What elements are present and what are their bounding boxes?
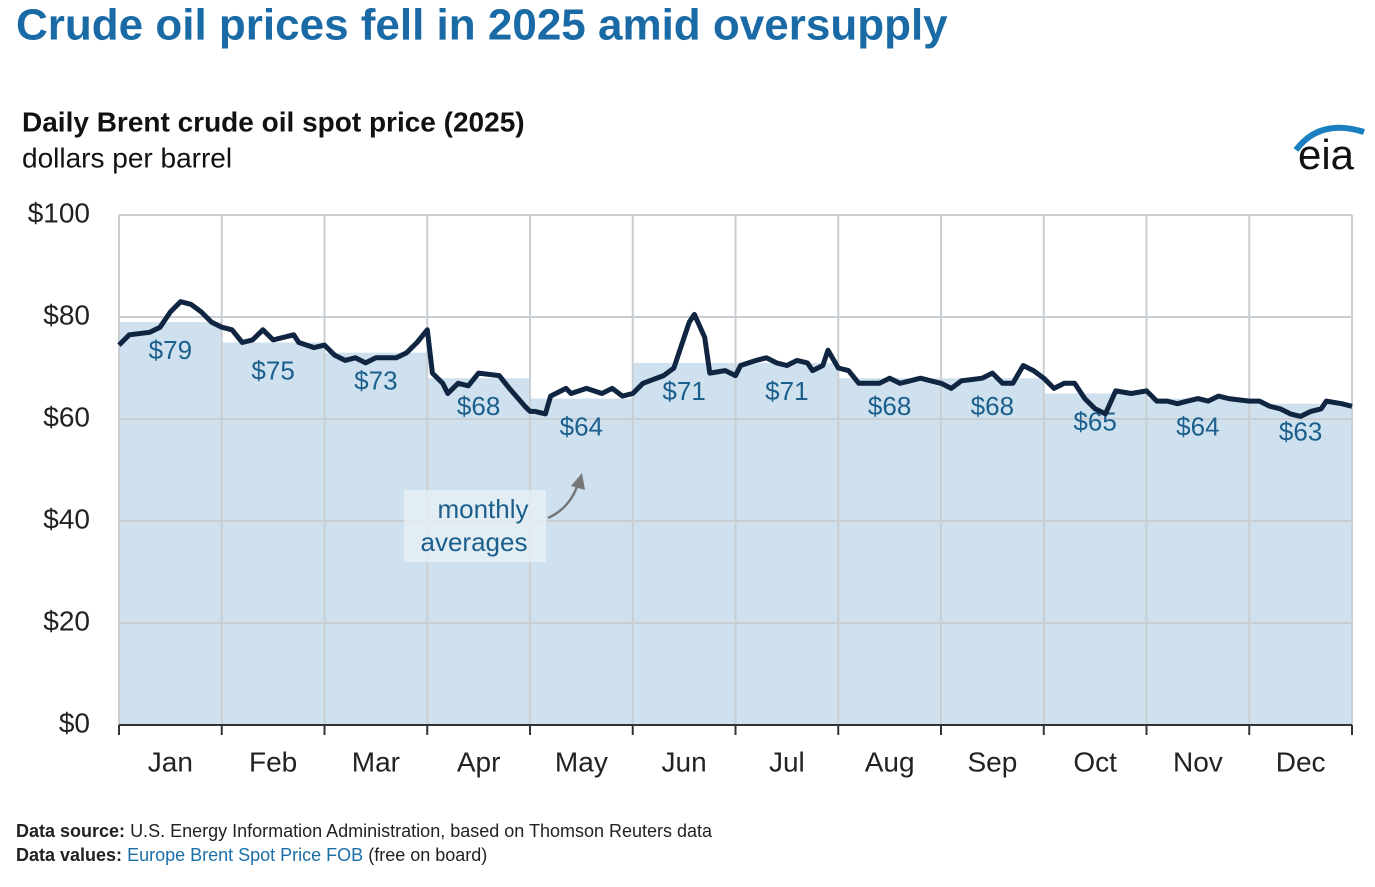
x-tick-label: Dec	[1276, 746, 1326, 777]
monthly-average	[735, 362, 839, 725]
value-label: $68	[457, 391, 500, 421]
annotation-arrowhead	[571, 473, 585, 490]
monthly-average	[530, 398, 633, 725]
footnote-source: Data source: U.S. Energy Information Adm…	[16, 821, 713, 841]
logo-swoosh	[1293, 124, 1365, 152]
footnote-text: U.S. Energy Information Administration, …	[130, 821, 713, 841]
value-label: $64	[560, 411, 603, 441]
y-tick-label: $0	[59, 707, 90, 738]
value-label: $75	[251, 355, 294, 385]
value-label: $63	[1279, 417, 1322, 447]
monthly-average	[1249, 403, 1352, 725]
y-axis-label: dollars per barrel	[22, 142, 232, 173]
chart-title: Crude oil prices fell in 2025 amid overs…	[16, 1, 948, 50]
monthly-average	[119, 322, 222, 725]
annotation-arrow	[547, 483, 580, 520]
value-label: $64	[1176, 411, 1219, 441]
annotation-box	[404, 490, 546, 562]
x-tick-label: Mar	[352, 746, 400, 777]
footnote-label: Data source:	[16, 821, 125, 841]
footnote-values: Data values: Europe Brent Spot Price FOB…	[16, 845, 487, 865]
monthly-average	[632, 362, 736, 725]
annotation: monthly	[437, 494, 528, 524]
value-label: $79	[149, 335, 192, 365]
price-line	[117, 299, 1353, 419]
value-label: $71	[765, 376, 808, 406]
x-tick-label: Nov	[1173, 746, 1223, 777]
x-tick-label: Apr	[457, 746, 501, 777]
footnote-text: (free on board)	[368, 845, 487, 865]
monthly-average	[1146, 398, 1250, 725]
value-label: $68	[868, 391, 911, 421]
monthly-average	[941, 378, 1044, 725]
y-tick-label: $80	[43, 299, 90, 330]
y-tick-label: $100	[28, 197, 90, 228]
y-tick-label: $40	[43, 503, 90, 534]
x-tick-label: Oct	[1073, 746, 1117, 777]
x-tick-label: May	[555, 746, 608, 777]
y-tick-label: $60	[43, 401, 90, 432]
x-tick-label: Sep	[967, 746, 1017, 777]
monthly-average	[221, 342, 325, 725]
logo: eia	[1298, 131, 1355, 178]
footnote-link[interactable]: Europe Brent Spot Price FOB	[127, 845, 363, 865]
monthly-average	[838, 378, 941, 725]
y-tick-label: $20	[43, 605, 90, 636]
x-tick-label: Feb	[249, 746, 297, 777]
x-tick-label: Aug	[865, 746, 915, 777]
value-label: $68	[971, 391, 1014, 421]
footnote-label: Data values:	[16, 845, 122, 865]
value-label: $73	[354, 366, 397, 396]
plot-area: $0 $20 $40 $60 $80 $100 Jan Feb Mar Apr May Jun Jul A…	[28, 197, 1353, 777]
monthly-average	[1043, 393, 1147, 725]
value-label: $71	[662, 376, 705, 406]
x-tick-label: Jan	[148, 746, 193, 777]
x-tick-label: Jun	[662, 746, 707, 777]
chart-subtitle: Daily Brent crude oil spot price (2025)	[22, 106, 525, 137]
x-tick-label: Jul	[769, 746, 805, 777]
annotation: averages	[421, 527, 528, 557]
